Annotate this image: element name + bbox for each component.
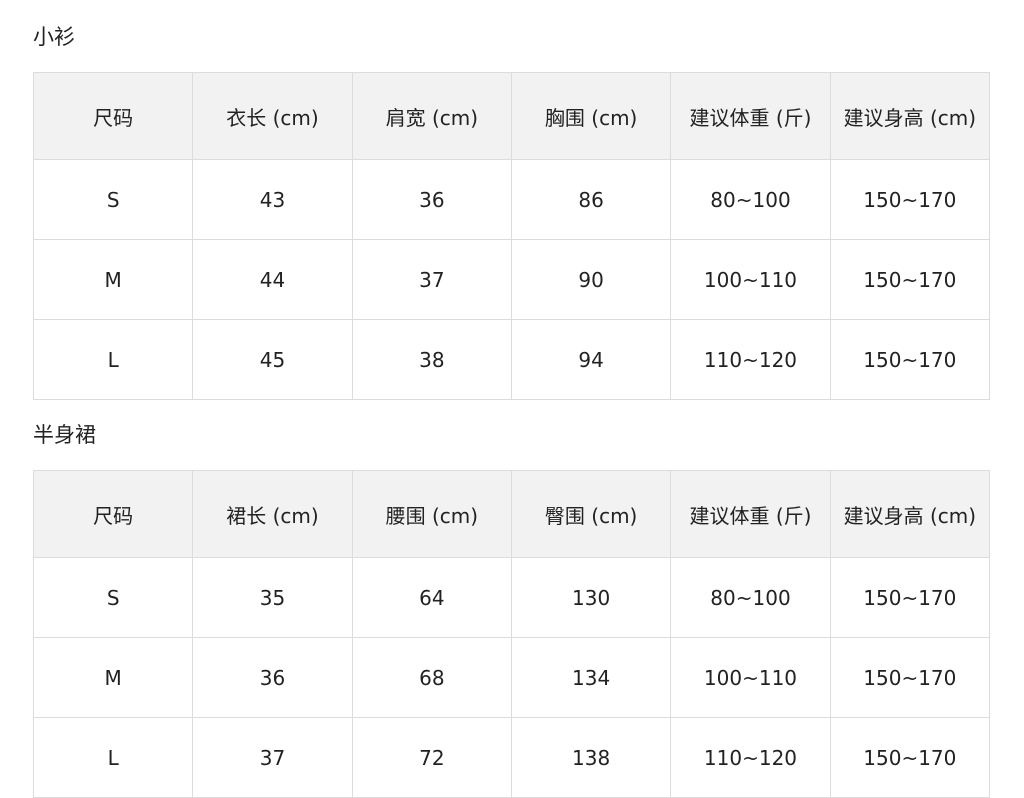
table-cell: M	[32, 239, 194, 320]
size-table-skirt: 尺码 裙长 (cm) 腰围 (cm) 臀围 (cm) 建议体重 (斤) 建议身高 (cm)…	[32, 470, 991, 798]
table-cell: 100~110	[670, 239, 831, 320]
table-cell: 45	[192, 319, 353, 400]
header-row: 尺码 裙长 (cm) 腰围 (cm) 臀围 (cm) 建议体重 (斤) 建议身高 (cm)	[32, 470, 991, 558]
table-cell: 94	[510, 319, 672, 400]
column-header: 尺码	[32, 470, 194, 558]
table-cell: 72	[351, 717, 512, 798]
table-cell: 43	[192, 159, 353, 240]
table-cell: 138	[510, 717, 672, 798]
section-title-skirt: 半身裙	[33, 423, 96, 447]
table-cell: 134	[510, 637, 672, 718]
table-cell: 38	[351, 319, 512, 400]
table-cell: 35	[192, 557, 353, 638]
table-cell: 150~170	[829, 637, 991, 718]
table-cell: 90	[510, 239, 672, 320]
table-cell: 150~170	[829, 159, 991, 240]
table-row: M 44 37 90 100~110 150~170	[32, 239, 991, 320]
column-header: 尺码	[32, 72, 194, 160]
table-cell: 36	[351, 159, 512, 240]
table-cell: 110~120	[670, 319, 831, 400]
column-header: 肩宽 (cm)	[351, 72, 512, 160]
table-cell: 68	[351, 637, 512, 718]
table-cell: 130	[510, 557, 672, 638]
table-row: S 35 64 130 80~100 150~170	[32, 557, 991, 638]
table-row: L 45 38 94 110~120 150~170	[32, 319, 991, 400]
column-header: 建议体重 (斤)	[670, 470, 831, 558]
column-header: 胸围 (cm)	[510, 72, 672, 160]
table-cell: 150~170	[829, 239, 991, 320]
table-cell: 110~120	[670, 717, 831, 798]
table-cell: 150~170	[829, 557, 991, 638]
table-row: S 43 36 86 80~100 150~170	[32, 159, 991, 240]
column-header: 腰围 (cm)	[351, 470, 512, 558]
table-cell: M	[32, 637, 194, 718]
column-header: 臀围 (cm)	[510, 470, 672, 558]
table-cell: 37	[192, 717, 353, 798]
table-cell: 100~110	[670, 637, 831, 718]
column-header: 建议身高 (cm)	[829, 470, 991, 558]
table-cell: 150~170	[829, 319, 991, 400]
table-cell: 44	[192, 239, 353, 320]
table-cell: L	[32, 319, 194, 400]
table-cell: 80~100	[670, 557, 831, 638]
table-cell: S	[32, 159, 194, 240]
column-header: 衣长 (cm)	[192, 72, 353, 160]
table-cell: 80~100	[670, 159, 831, 240]
column-header: 裙长 (cm)	[192, 470, 353, 558]
table-cell: S	[32, 557, 194, 638]
column-header: 建议身高 (cm)	[829, 72, 991, 160]
table-cell: 64	[351, 557, 512, 638]
table-cell: 86	[510, 159, 672, 240]
section-title-top: 小衫	[33, 25, 75, 49]
table-cell: L	[32, 717, 194, 798]
column-header: 建议体重 (斤)	[670, 72, 831, 160]
table-row: M 36 68 134 100~110 150~170	[32, 637, 991, 718]
table-cell: 150~170	[829, 717, 991, 798]
header-row: 尺码 衣长 (cm) 肩宽 (cm) 胸围 (cm) 建议体重 (斤) 建议身高 (cm)	[32, 72, 991, 160]
size-table-top: 尺码 衣长 (cm) 肩宽 (cm) 胸围 (cm) 建议体重 (斤) 建议身高 (cm)…	[32, 72, 991, 400]
table-row: L 37 72 138 110~120 150~170	[32, 717, 991, 798]
table-cell: 36	[192, 637, 353, 718]
table-cell: 37	[351, 239, 512, 320]
